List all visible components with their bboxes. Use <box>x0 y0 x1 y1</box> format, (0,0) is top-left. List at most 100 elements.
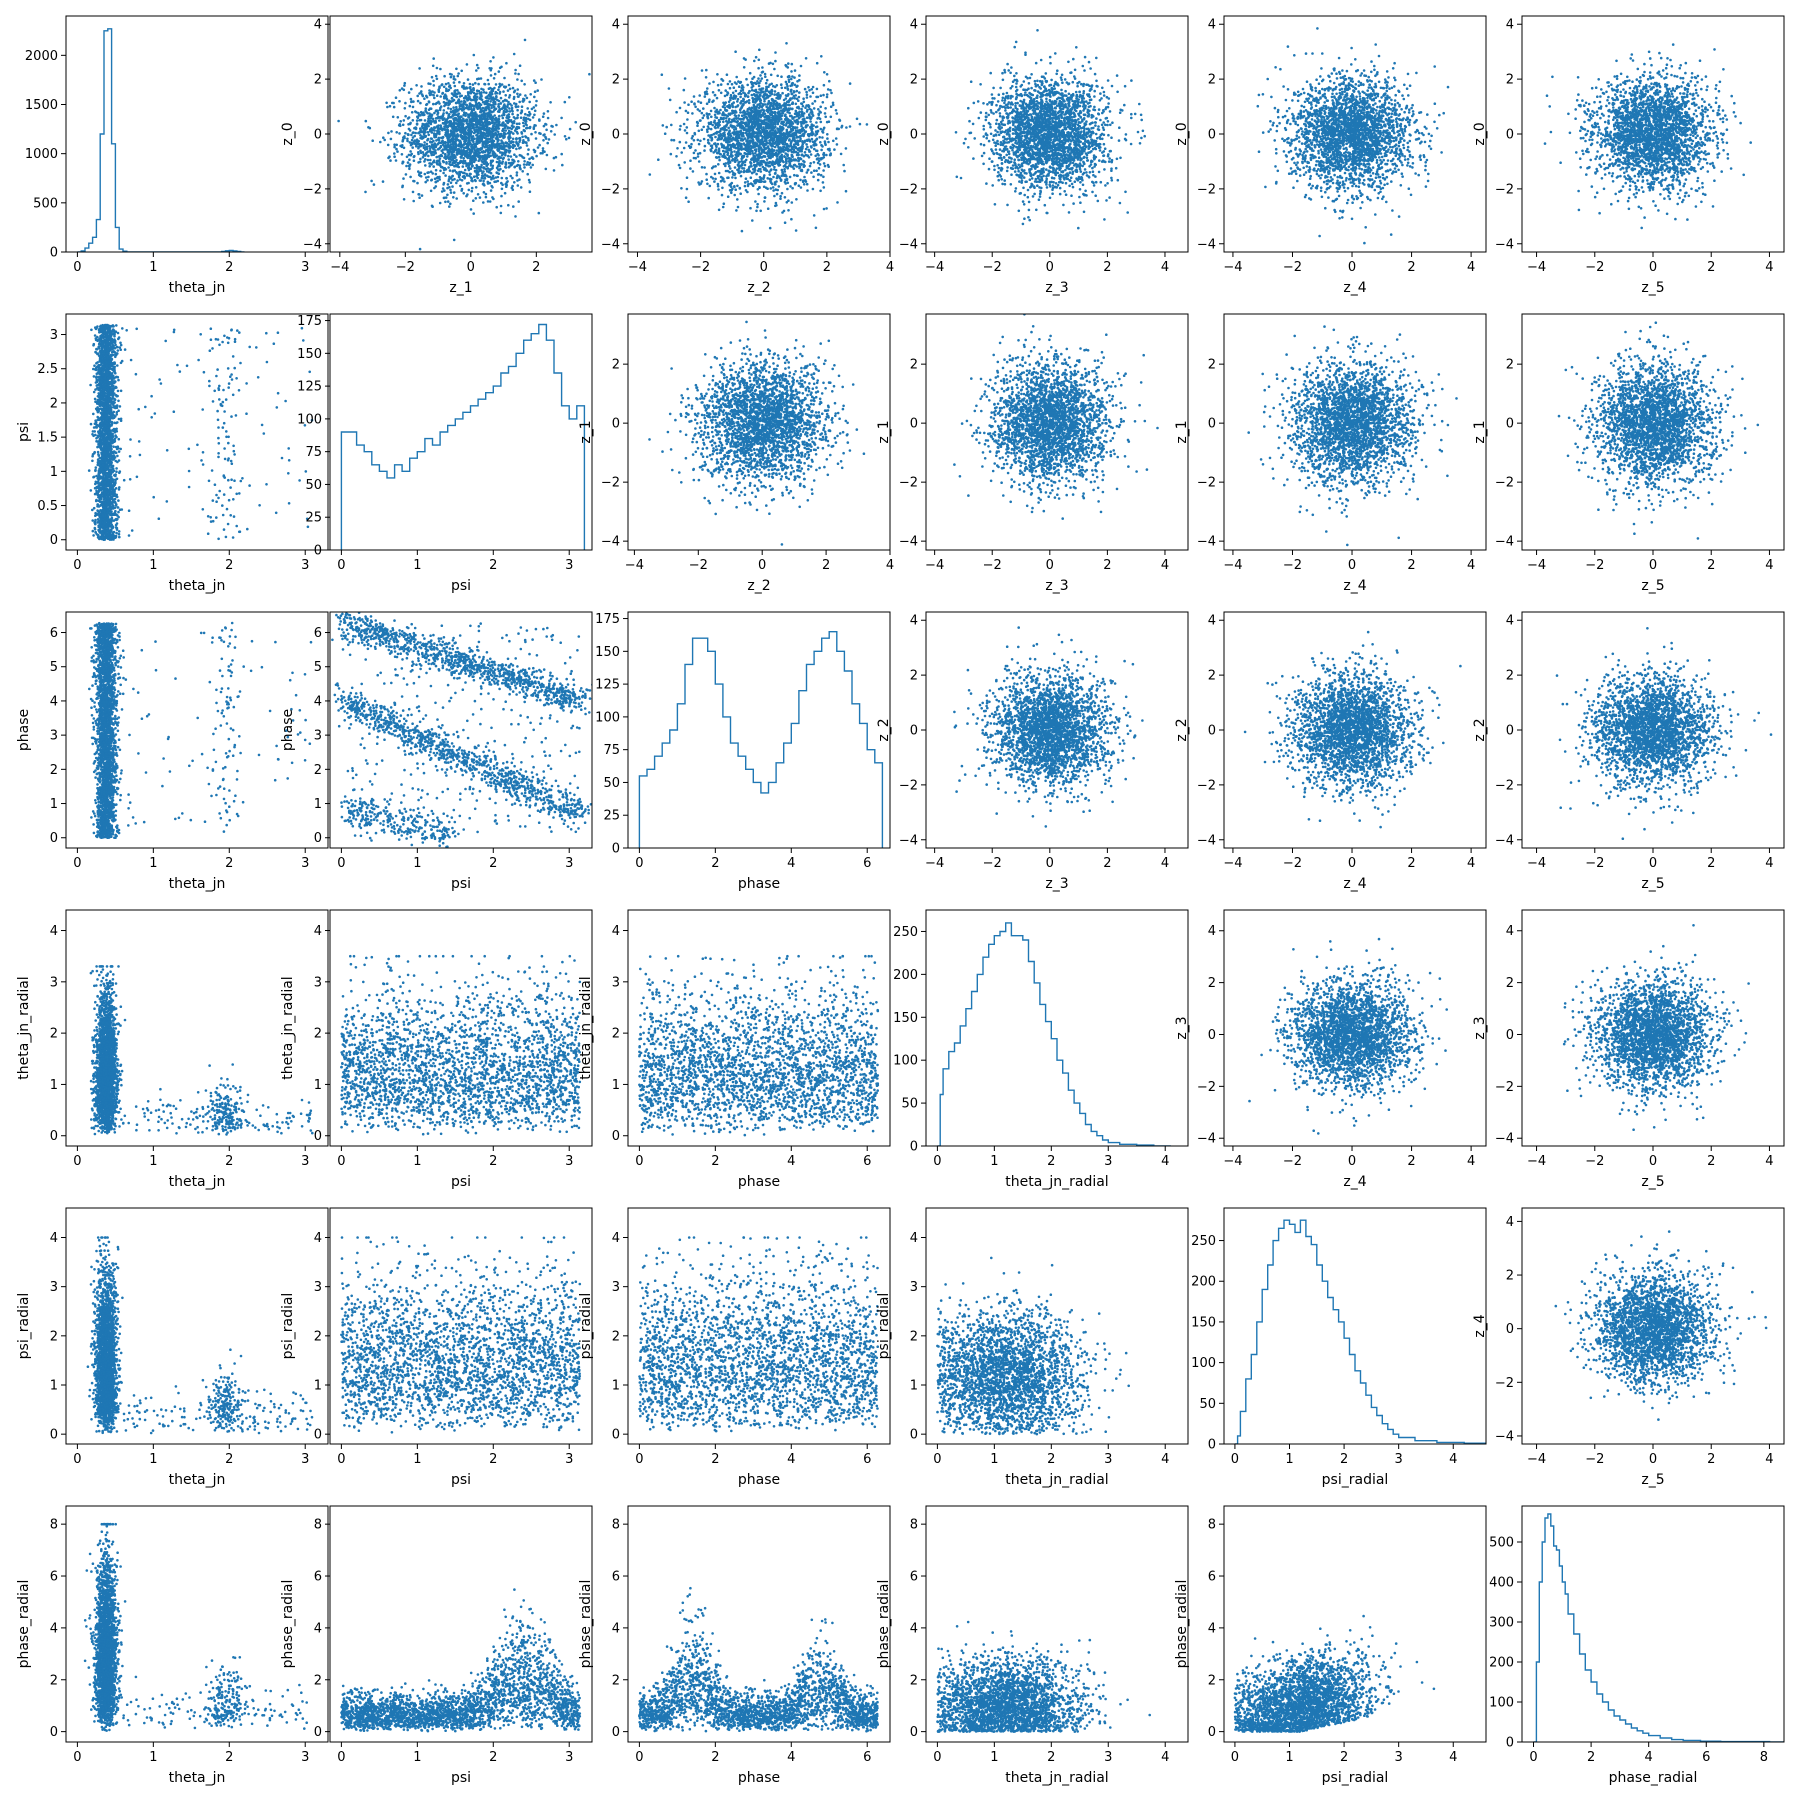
scatter-point <box>796 98 799 101</box>
scatter-point <box>476 137 479 140</box>
scatter-point <box>404 82 407 85</box>
scatter-point <box>467 182 470 185</box>
scatter-point <box>739 109 742 112</box>
scatter-point <box>798 117 801 120</box>
scatter-point <box>436 163 439 166</box>
scatter-point <box>453 81 456 84</box>
scatter-point <box>823 71 826 74</box>
scatter-point <box>824 165 827 168</box>
scatter-point <box>708 113 711 116</box>
scatter-point <box>513 166 516 169</box>
scatter-point <box>754 101 757 104</box>
scatter-point <box>480 121 483 124</box>
scatter-point <box>675 155 678 158</box>
scatter-point <box>775 202 778 205</box>
scatter-point <box>470 144 473 147</box>
scatter-point <box>529 126 532 129</box>
scatter-point <box>740 175 743 178</box>
scatter-point <box>482 170 485 173</box>
scatter-point <box>510 119 513 122</box>
scatter-point <box>784 164 787 167</box>
scatter-point <box>757 96 760 99</box>
scatter-point <box>451 100 454 103</box>
scatter-point <box>469 160 472 163</box>
scatter-point <box>528 179 531 182</box>
scatter-point <box>484 83 487 86</box>
scatter-point <box>508 84 511 87</box>
scatter-point <box>443 182 446 185</box>
scatter-point <box>786 167 789 170</box>
scatter-point <box>779 195 782 198</box>
scatter-point <box>408 168 411 171</box>
scatter-point <box>816 88 819 91</box>
scatter-point <box>528 158 531 161</box>
scatter-point <box>496 140 499 143</box>
x-tick-label: 0 <box>73 260 81 275</box>
scatter-point <box>719 109 722 112</box>
scatter-point <box>435 181 438 184</box>
scatter-point <box>448 100 451 103</box>
scatter-point <box>786 137 789 140</box>
scatter-point <box>768 95 771 98</box>
scatter-point <box>488 127 491 130</box>
scatter-point <box>440 128 443 131</box>
scatter-point <box>410 88 413 91</box>
scatter-point <box>423 135 426 138</box>
scatter-point <box>744 58 747 61</box>
scatter-point <box>698 143 701 146</box>
scatter-point <box>774 172 777 175</box>
scatter-point <box>758 125 761 128</box>
x-tick-label: 2 <box>532 260 540 275</box>
scatter-point <box>476 174 479 177</box>
scatter-point <box>773 68 776 71</box>
scatter-point <box>488 152 491 155</box>
scatter-point <box>741 87 744 90</box>
scatter-point <box>490 178 493 181</box>
scatter-point <box>480 136 483 139</box>
scatter-point <box>825 207 828 210</box>
scatter-point <box>408 165 411 168</box>
scatter-point <box>531 108 534 111</box>
scatter-point <box>687 200 690 203</box>
scatter-point <box>420 91 423 94</box>
scatter-point <box>726 177 729 180</box>
scatter-point <box>409 129 412 132</box>
scatter-point <box>773 195 776 198</box>
scatter-point <box>788 109 791 112</box>
scatter-point <box>726 138 729 141</box>
scatter-point <box>728 131 731 134</box>
scatter-point <box>533 114 536 117</box>
scatter-point <box>447 107 450 110</box>
scatter-point <box>697 155 700 158</box>
scatter-point <box>409 176 412 179</box>
scatter-point <box>812 176 815 179</box>
scatter-point <box>796 148 799 151</box>
scatter-point <box>720 83 723 86</box>
scatter-point <box>414 110 417 113</box>
scatter-point <box>491 167 494 170</box>
scatter-point <box>802 122 805 125</box>
scatter-point <box>765 162 768 165</box>
scatter-point <box>753 123 756 126</box>
scatter-point <box>815 138 818 141</box>
scatter-point <box>461 145 464 148</box>
scatter-point <box>739 153 742 156</box>
scatter-point <box>416 95 419 98</box>
scatter-point <box>689 167 692 170</box>
scatter-point <box>807 86 810 89</box>
scatter-point <box>526 107 529 110</box>
scatter-point <box>496 172 499 175</box>
scatter-point <box>547 110 550 113</box>
scatter-point <box>756 136 759 139</box>
scatter-point <box>369 127 372 130</box>
scatter-point <box>501 141 504 144</box>
scatter-point <box>772 176 775 179</box>
scatter-point <box>772 129 775 132</box>
scatter-point <box>450 110 453 113</box>
scatter-point <box>423 141 426 144</box>
scatter-point <box>496 142 499 145</box>
scatter-point <box>404 115 407 118</box>
scatter-point <box>756 91 759 94</box>
scatter-point <box>792 117 795 120</box>
